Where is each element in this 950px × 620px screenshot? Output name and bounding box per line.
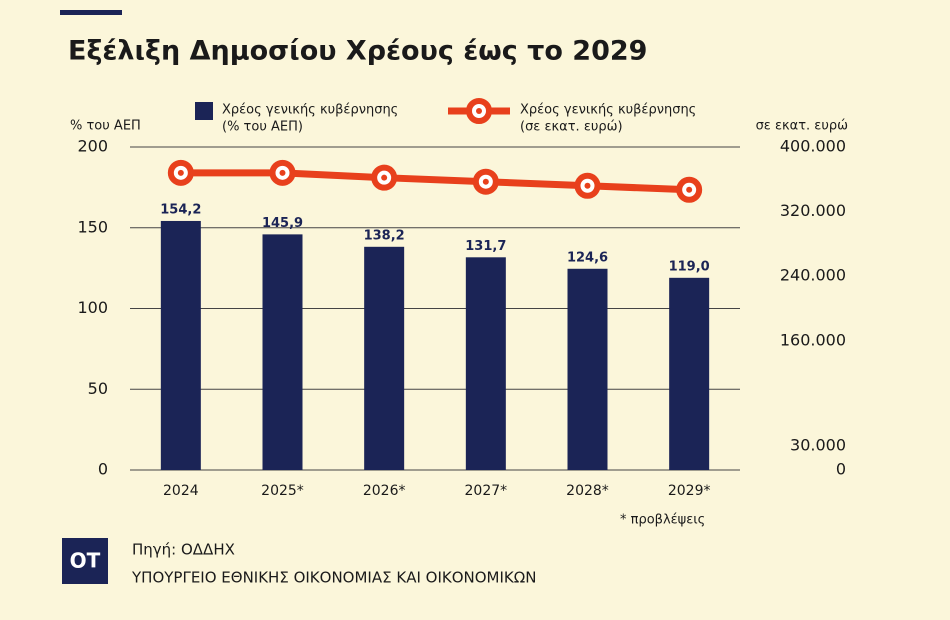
y2-tick-label: 0 (836, 460, 846, 479)
data-label: 138,2 (364, 228, 405, 243)
line (180, 169, 690, 194)
data-label: 131,7 (465, 239, 506, 254)
data-label: 119,0 (669, 259, 710, 274)
data-label: 124,6 (567, 250, 608, 265)
decor-bar (60, 10, 122, 15)
x-tick-label: 2027* (465, 483, 508, 499)
line-marker-dot (177, 169, 184, 176)
line-marker-dot (279, 169, 286, 176)
y2-tick-label: 400.000 (780, 137, 846, 156)
y2-tick-label: 240.000 (780, 266, 846, 285)
legend-label: Χρέος γενικής κυβέρνησης (222, 103, 398, 118)
logo: ΟΤ (70, 549, 101, 573)
y-tick-label: 50 (88, 379, 108, 398)
y-tick-label: 0 (98, 460, 108, 479)
chart-title: Εξέλιξη Δημοσίου Χρέους έως το 2029 (68, 36, 647, 67)
line-marker-dot (584, 182, 591, 189)
y-tick-label: 100 (77, 298, 108, 317)
legend-label: Χρέος γενικής κυβέρνησης (520, 103, 696, 118)
bar (262, 234, 303, 470)
x-tick-label: 2025* (261, 483, 304, 499)
y-tick-label: 150 (77, 217, 108, 236)
data-label: 145,9 (262, 216, 303, 231)
x-tick-label: 2029* (668, 483, 711, 499)
y-axis-title: % του ΑΕΠ (70, 119, 141, 134)
x-tick-label: 2024 (163, 483, 199, 499)
y2-tick-label: 30.000 (790, 435, 846, 454)
line-marker-dot (482, 178, 489, 185)
y2-tick-label: 320.000 (780, 201, 846, 220)
y-tick-label: 200 (77, 137, 108, 156)
footnote: * προβλέψεις (620, 513, 705, 528)
data-label: 154,2 (160, 202, 201, 217)
bar (364, 246, 405, 470)
logo-box (62, 538, 108, 584)
source: Πηγή: ΟΔΔΗΧ (132, 541, 235, 559)
source-ministry: ΥΠΟΥΡΓΕΙΟ ΕΘΝΙΚΗΣ ΟΙΚΟΝΟΜΙΑΣ ΚΑΙ ΟΙΚΟΝΟΜ… (131, 569, 536, 587)
bar (669, 277, 710, 470)
x-tick-label: 2026* (363, 483, 406, 499)
legend-label: (% του ΑΕΠ) (222, 120, 303, 135)
bar (160, 220, 201, 470)
legend-label: (σε εκατ. ευρώ) (520, 120, 623, 135)
line-marker-dot (381, 174, 388, 181)
bar (465, 257, 506, 470)
line-marker-dot (686, 186, 693, 193)
y2-axis-title: σε εκατ. ευρώ (756, 119, 848, 134)
legend-swatch-marker (476, 108, 482, 114)
x-tick-label: 2028* (566, 483, 609, 499)
legend-swatch-bar (195, 102, 213, 120)
bar (567, 268, 608, 470)
y2-tick-label: 160.000 (780, 330, 846, 349)
